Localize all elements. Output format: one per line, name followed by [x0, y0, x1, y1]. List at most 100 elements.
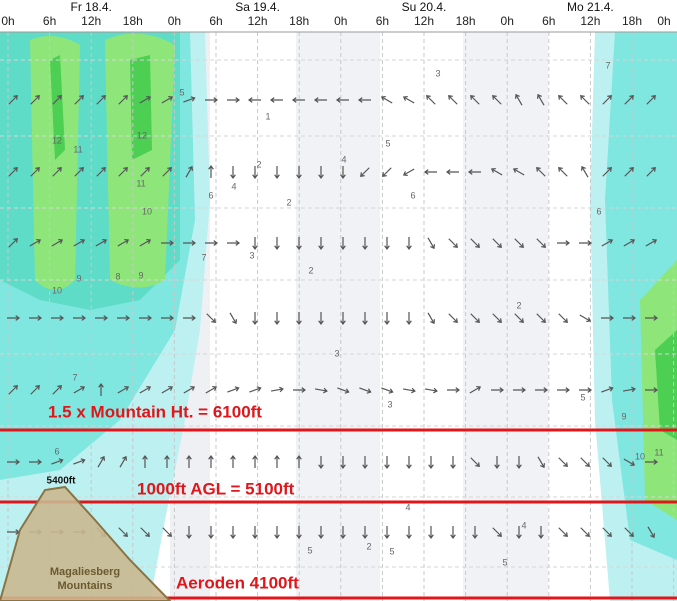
wind-arrow [645, 315, 659, 321]
wind-arrow [30, 167, 40, 177]
wind-arrow [269, 97, 283, 103]
wind-arrow [296, 166, 302, 180]
contour-label: 10 [142, 206, 152, 216]
wind-arrow [140, 167, 150, 177]
wind-arrow [162, 167, 172, 177]
wind-arrow [494, 456, 500, 470]
wind-arrow [318, 456, 324, 470]
wind-arrow [470, 238, 480, 248]
wind-arrow [492, 313, 502, 323]
wind-arrow [314, 387, 328, 394]
wind-arrow [558, 527, 568, 537]
wind-arrow [318, 166, 324, 180]
contour-label: 6 [596, 206, 601, 216]
wind-arrow [514, 313, 524, 323]
contour-label: 10 [635, 451, 645, 461]
wind-arrow [472, 526, 478, 540]
wind-arrow [252, 454, 258, 468]
contour-label: 11 [654, 447, 663, 457]
day-label: Su 20.4. [402, 0, 447, 14]
wind-arrow [164, 454, 170, 468]
wind-arrow [406, 526, 412, 540]
wind-arrow [335, 97, 349, 103]
wind-arrow [8, 95, 18, 105]
wind-arrow [183, 385, 196, 394]
hour-label: 0h [168, 14, 181, 28]
wind-arrow [139, 385, 152, 394]
wind-arrow [118, 167, 128, 177]
wind-arrows [7, 93, 659, 540]
wind-arrow [51, 458, 64, 465]
wind-arrow [252, 526, 258, 540]
wind-arrow [30, 385, 40, 395]
wind-arrow [183, 240, 197, 246]
wind-arrow [579, 314, 592, 323]
wind-arrow [51, 315, 65, 321]
wind-arrow [558, 313, 568, 323]
wind-arrow [514, 93, 523, 106]
contour-label: 5 [502, 557, 507, 567]
wind-arrow [186, 454, 192, 468]
contour-label: 3 [334, 348, 339, 358]
wind-arrow [423, 169, 437, 175]
wind-arrow [601, 315, 615, 321]
wind-arrow [139, 315, 153, 321]
wind-arrow [208, 454, 214, 468]
wind-arrow [119, 455, 128, 468]
hour-label: 18h [622, 14, 642, 28]
wind-arrow [230, 454, 236, 468]
wind-arrow [467, 169, 481, 175]
wind-arrow [274, 237, 280, 251]
wind-arrow [183, 315, 197, 321]
wind-arrow [73, 385, 86, 394]
wind-arrow [623, 238, 636, 247]
wind-arrow [579, 387, 593, 393]
hour-label: 6h [209, 14, 222, 28]
wind-arrow [98, 382, 104, 396]
wind-arrow [52, 385, 62, 395]
annotations: 1.5 x Mountain Ht. = 6100ft 1000ft AGL =… [0, 402, 677, 601]
wind-arrow [428, 526, 434, 540]
wind-arrow [492, 527, 502, 537]
wind-arrow [74, 167, 84, 177]
wind-arrow [645, 387, 659, 393]
wind-arrow [428, 456, 434, 470]
wind-arrow [318, 237, 324, 251]
wind-arrow [450, 526, 456, 540]
wind-arrow [161, 240, 175, 246]
wind-arrow [52, 95, 62, 105]
wind-arrow [337, 387, 350, 394]
wind-arrow [230, 526, 236, 540]
wind-arrow [95, 315, 109, 321]
wind-arrow [424, 387, 438, 394]
wind-arrow [558, 167, 568, 177]
wind-arrow [491, 387, 505, 393]
wind-arrow [602, 95, 612, 105]
wind-arrow [448, 313, 458, 323]
contour-label: 4 [341, 154, 346, 164]
wind-arrow [183, 96, 196, 103]
wind-arrow [296, 237, 302, 251]
wind-arrow [96, 95, 106, 105]
wind-arrow [274, 454, 280, 468]
contour-label: 2 [286, 197, 291, 207]
contour-label: 3 [387, 399, 392, 409]
wind-arrow [469, 385, 482, 394]
wind-arrow [426, 95, 436, 105]
hour-label: 12h [248, 14, 268, 28]
day-label: Fr 18.4. [71, 0, 112, 14]
wind-arrow [445, 169, 459, 175]
wind-arrow [512, 167, 525, 176]
hour-label: 18h [289, 14, 309, 28]
wind-arrow [73, 315, 87, 321]
wind-arrow [274, 312, 280, 326]
wind-arrow [623, 458, 636, 467]
wind-arrow [645, 238, 658, 247]
day-label: Mo 21.4. [567, 0, 614, 14]
annotation: Mountains [58, 580, 113, 592]
wind-arrow [580, 457, 590, 467]
contour-label: 12 [137, 130, 147, 140]
hour-label: 12h [81, 14, 101, 28]
wind-arrow [384, 456, 390, 470]
wind-arrow [536, 238, 546, 248]
